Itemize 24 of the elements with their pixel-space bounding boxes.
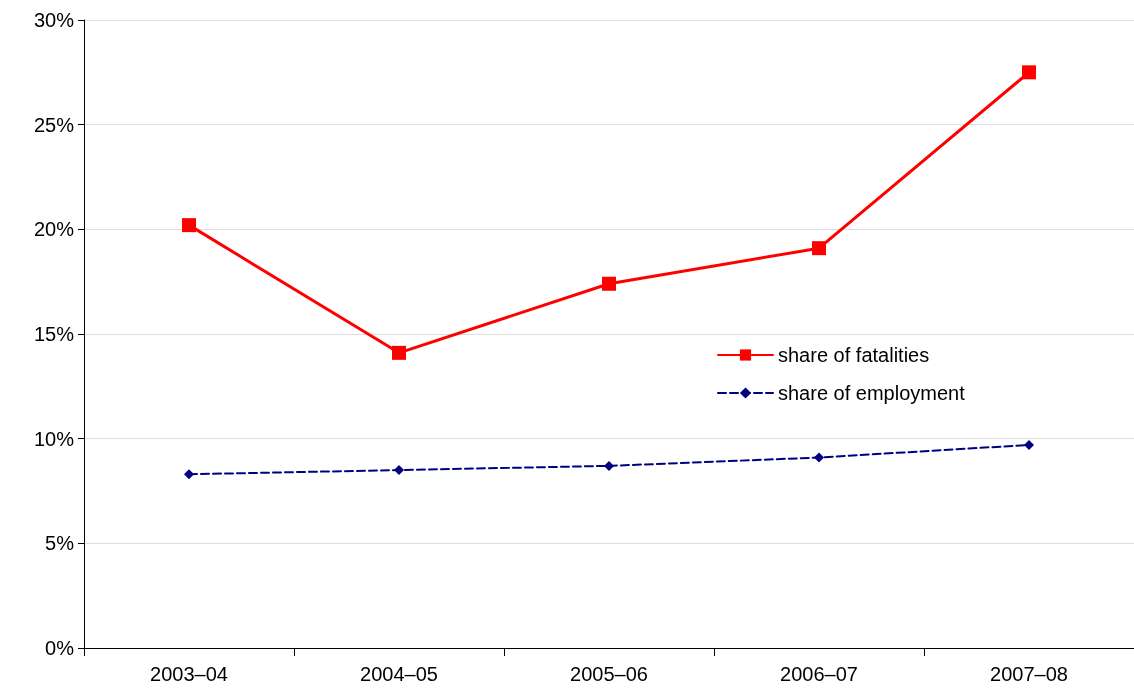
legend-label: share of employment [778, 382, 966, 404]
x-tick-label: 2004–05 [360, 663, 438, 685]
point [184, 469, 194, 480]
x-tick-label: 2007–08 [990, 663, 1068, 685]
point [182, 218, 196, 233]
point [814, 452, 824, 463]
y-tick-label: 5% [45, 532, 75, 555]
point [604, 460, 614, 471]
y-tick-label: 15% [33, 323, 75, 345]
x-tick-label: 2005–06 [570, 663, 648, 685]
y-tick-label: 30% [33, 9, 75, 31]
y-tick-label: 25% [33, 113, 75, 136]
y-tick-label: 0% [45, 637, 75, 659]
point [602, 276, 616, 291]
point [812, 241, 826, 256]
x-tick-label: 2006–07 [780, 663, 858, 685]
x-tick-label: 2003–04 [150, 663, 228, 685]
legend-label: share of fatalities [778, 344, 930, 366]
y-tick-label: 20% [33, 218, 75, 241]
point [1024, 439, 1034, 450]
point [394, 465, 404, 476]
point [392, 345, 406, 360]
point [1022, 65, 1036, 80]
y-tick-label: 10% [33, 427, 75, 450]
